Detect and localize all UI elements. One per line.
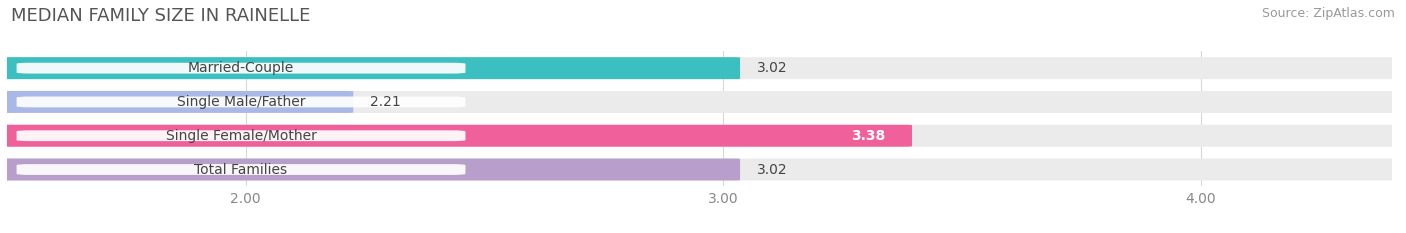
FancyBboxPatch shape — [0, 91, 1399, 113]
Text: 2.21: 2.21 — [370, 95, 401, 109]
FancyBboxPatch shape — [17, 63, 465, 74]
FancyBboxPatch shape — [0, 125, 1399, 147]
FancyBboxPatch shape — [0, 125, 912, 147]
FancyBboxPatch shape — [17, 96, 465, 107]
Text: Single Female/Mother: Single Female/Mother — [166, 129, 316, 143]
FancyBboxPatch shape — [0, 158, 1399, 181]
Text: Source: ZipAtlas.com: Source: ZipAtlas.com — [1261, 7, 1395, 20]
FancyBboxPatch shape — [17, 164, 465, 175]
FancyBboxPatch shape — [0, 158, 740, 181]
FancyBboxPatch shape — [0, 57, 1399, 79]
Text: Total Families: Total Families — [194, 162, 288, 177]
Text: Married-Couple: Married-Couple — [188, 61, 294, 75]
Text: MEDIAN FAMILY SIZE IN RAINELLE: MEDIAN FAMILY SIZE IN RAINELLE — [11, 7, 311, 25]
Text: 3.38: 3.38 — [852, 129, 886, 143]
Text: Single Male/Father: Single Male/Father — [177, 95, 305, 109]
FancyBboxPatch shape — [17, 130, 465, 141]
FancyBboxPatch shape — [0, 57, 740, 79]
FancyBboxPatch shape — [0, 91, 353, 113]
Text: 3.02: 3.02 — [756, 162, 787, 177]
Text: 3.02: 3.02 — [756, 61, 787, 75]
